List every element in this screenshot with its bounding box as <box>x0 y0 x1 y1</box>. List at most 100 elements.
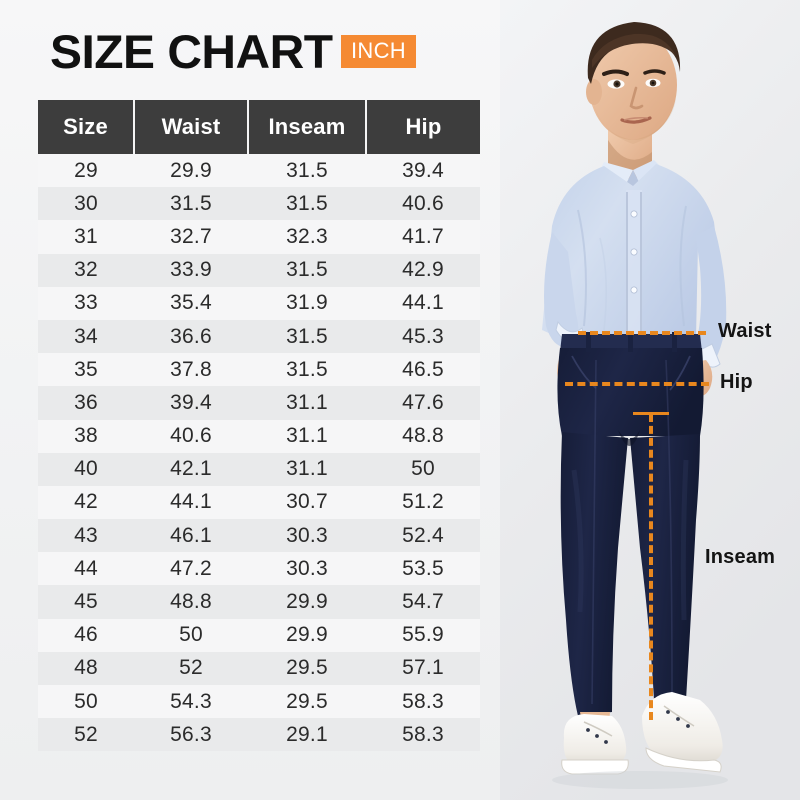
cell-waist: 48.8 <box>134 585 248 619</box>
cell-inseam: 29.9 <box>248 585 366 619</box>
cell-hip: 40.6 <box>366 187 480 221</box>
cell-hip: 46.5 <box>366 353 480 387</box>
table-row: 52 56.3 29.1 58.3 <box>38 718 480 752</box>
table-row: 48 52 29.5 57.1 <box>38 651 480 685</box>
cell-hip: 50 <box>366 452 480 486</box>
table-row: 36 39.4 31.1 47.6 <box>38 386 480 420</box>
cell-size: 30 <box>38 187 134 221</box>
cell-size: 35 <box>38 353 134 387</box>
table-row: 46 50 29.9 55.9 <box>38 618 480 652</box>
cell-inseam: 30.3 <box>248 552 366 586</box>
cell-inseam: 31.1 <box>248 452 366 486</box>
cell-size: 43 <box>38 519 134 553</box>
model-photo <box>500 0 800 800</box>
cell-waist: 39.4 <box>134 386 248 420</box>
cell-waist: 32.7 <box>134 220 248 254</box>
cell-size: 50 <box>38 685 134 719</box>
cell-inseam: 29.5 <box>248 685 366 719</box>
cell-size: 34 <box>38 319 134 354</box>
table-row: 33 35.4 31.9 44.1 <box>38 286 480 320</box>
cell-hip: 51.2 <box>366 485 480 520</box>
cell-waist: 40.6 <box>134 419 248 453</box>
cell-inseam: 31.5 <box>248 154 366 188</box>
hip-guide-label: Hip <box>720 371 753 393</box>
cell-inseam: 31.5 <box>248 253 366 287</box>
cell-hip: 47.6 <box>366 386 480 420</box>
table-header-row: Size Waist Inseam Hip <box>38 100 480 154</box>
cell-waist: 29.9 <box>134 154 248 188</box>
cell-inseam: 29.5 <box>248 651 366 685</box>
cell-hip: 55.9 <box>366 618 480 652</box>
cell-inseam: 29.1 <box>248 718 366 752</box>
cell-inseam: 29.9 <box>248 618 366 652</box>
cell-waist: 50 <box>134 618 248 652</box>
cell-hip: 44.1 <box>366 286 480 320</box>
column-header-inseam: Inseam <box>248 100 367 154</box>
cell-hip: 48.8 <box>366 419 480 453</box>
inseam-guide-tick <box>633 412 669 415</box>
cell-size: 36 <box>38 386 134 420</box>
column-header-size: Size <box>38 100 135 154</box>
table-row: 35 37.8 31.5 46.5 <box>38 353 480 387</box>
cell-waist: 31.5 <box>134 187 248 221</box>
cell-inseam: 31.5 <box>248 353 366 387</box>
cell-inseam: 32.3 <box>248 220 366 254</box>
cell-size: 42 <box>38 485 134 520</box>
cell-waist: 44.1 <box>134 485 248 520</box>
cell-waist: 46.1 <box>134 519 248 553</box>
cell-waist: 56.3 <box>134 718 248 752</box>
unit-badge-inch: INCH <box>341 35 416 68</box>
cell-waist: 35.4 <box>134 286 248 320</box>
cell-hip: 45.3 <box>366 319 480 354</box>
table-row: 42 44.1 30.7 51.2 <box>38 485 480 520</box>
cell-waist: 36.6 <box>134 319 248 354</box>
cell-waist: 33.9 <box>134 253 248 287</box>
table-row: 32 33.9 31.5 42.9 <box>38 253 480 287</box>
inseam-guide-line <box>649 414 653 720</box>
cell-inseam: 31.5 <box>248 187 366 221</box>
cell-size: 45 <box>38 585 134 619</box>
cell-size: 29 <box>38 154 134 188</box>
table-row: 29 29.9 31.5 39.4 <box>38 154 480 188</box>
column-header-hip: Hip <box>366 100 480 154</box>
page-title: SIZE CHART <box>50 25 333 78</box>
hip-guide-line <box>565 382 709 386</box>
table-row: 40 42.1 31.1 50 <box>38 452 480 486</box>
cell-inseam: 31.1 <box>248 386 366 420</box>
cell-waist: 42.1 <box>134 452 248 486</box>
size-chart-table: Size Waist Inseam Hip 29 29.9 31.5 39.4 30 31… <box>38 100 480 752</box>
cell-waist: 37.8 <box>134 353 248 387</box>
cell-hip: 42.9 <box>366 253 480 287</box>
waist-guide-line <box>578 331 706 335</box>
cell-size: 46 <box>38 618 134 652</box>
table-row: 45 48.8 29.9 54.7 <box>38 585 480 619</box>
cell-waist: 47.2 <box>134 552 248 586</box>
column-header-waist: Waist <box>134 100 249 154</box>
cell-waist: 54.3 <box>134 685 248 719</box>
cell-inseam: 31.1 <box>248 419 366 453</box>
cell-hip: 58.3 <box>366 718 480 752</box>
table-row: 34 36.6 31.5 45.3 <box>38 319 480 354</box>
cell-hip: 41.7 <box>366 220 480 254</box>
cell-inseam: 30.3 <box>248 519 366 553</box>
cell-size: 38 <box>38 419 134 453</box>
table-row: 31 32.7 32.3 41.7 <box>38 220 480 254</box>
table-row: 38 40.6 31.1 48.8 <box>38 419 480 453</box>
cell-inseam: 31.5 <box>248 319 366 354</box>
table-row: 50 54.3 29.5 58.3 <box>38 685 480 719</box>
cell-size: 33 <box>38 286 134 320</box>
table-row: 44 47.2 30.3 53.5 <box>38 552 480 586</box>
cell-size: 40 <box>38 452 134 486</box>
cell-waist: 52 <box>134 651 248 685</box>
cell-hip: 57.1 <box>366 651 480 685</box>
waist-guide-label: Waist <box>718 320 772 342</box>
table-row: 43 46.1 30.3 52.4 <box>38 519 480 553</box>
cell-hip: 53.5 <box>366 552 480 586</box>
page-header: SIZE CHART INCH <box>50 28 416 75</box>
cell-size: 52 <box>38 718 134 752</box>
cell-inseam: 31.9 <box>248 286 366 320</box>
cell-size: 48 <box>38 651 134 685</box>
cell-size: 44 <box>38 552 134 586</box>
cell-hip: 52.4 <box>366 519 480 553</box>
cell-hip: 58.3 <box>366 685 480 719</box>
